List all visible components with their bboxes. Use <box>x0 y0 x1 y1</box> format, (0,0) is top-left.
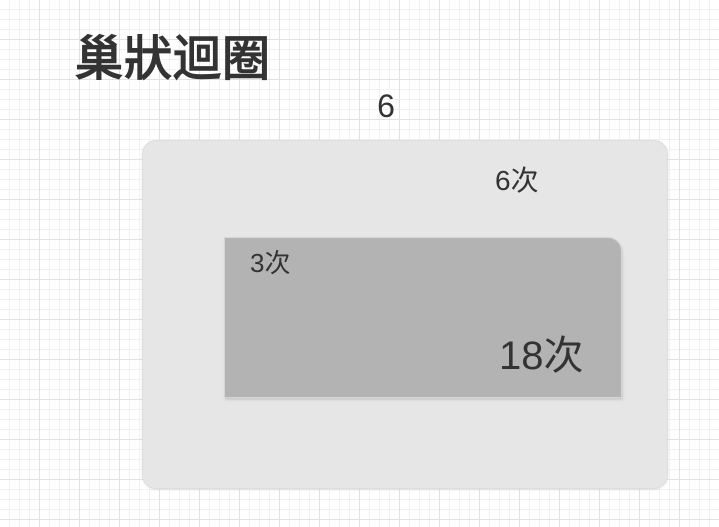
page-title: 巢狀迴圈 <box>75 33 272 86</box>
inner-loop-box: 3次 18次 <box>224 237 622 398</box>
outer-count-label: 6 <box>377 88 395 124</box>
outer-loop-box: 6次 3次 18次 <box>142 140 668 489</box>
inner-loop-label: 3次 <box>250 248 291 278</box>
total-iterations-label: 18次 <box>499 334 584 378</box>
outer-loop-label: 6次 <box>495 165 539 196</box>
